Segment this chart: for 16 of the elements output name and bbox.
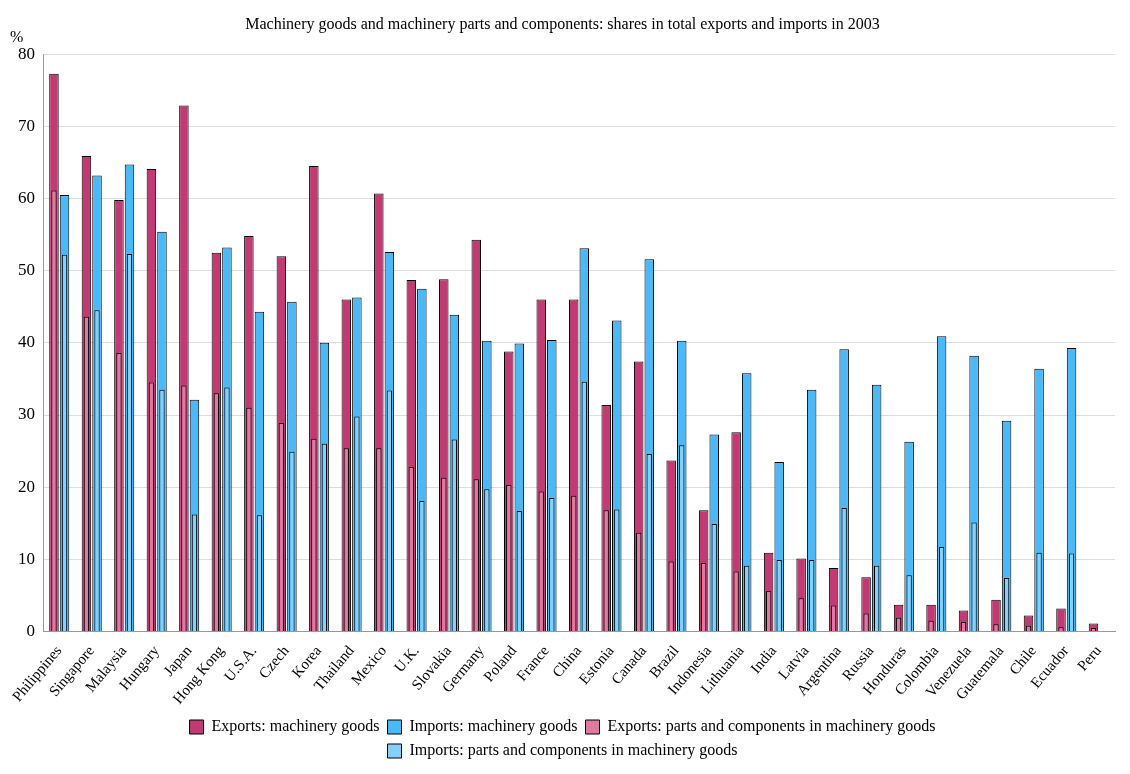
y-axis-title: % <box>10 28 24 46</box>
legend-label: Imports: parts and components in machinery goods <box>409 741 738 760</box>
legend-label: Exports: machinery goods <box>211 717 380 736</box>
x-tick-label: Peru <box>1074 642 1105 674</box>
legend-label: Exports: parts and components in machinery goods <box>607 717 936 736</box>
y-tick-label: 10 <box>18 548 35 568</box>
chart-title: Machinery goods and machinery parts and components: shares in total exports and imports in 2003 <box>245 14 880 33</box>
legend-label: Imports: machinery goods <box>409 717 578 736</box>
y-tick-label: 20 <box>18 476 35 496</box>
y-tick-label: 80 <box>18 43 35 63</box>
y-tick-label: 70 <box>18 115 35 135</box>
y-tick-label: 60 <box>18 187 35 207</box>
y-tick-label: 50 <box>18 260 35 280</box>
y-tick-label: 0 <box>26 620 35 640</box>
y-tick-label: 30 <box>18 404 35 424</box>
y-tick-label: 40 <box>18 332 35 352</box>
